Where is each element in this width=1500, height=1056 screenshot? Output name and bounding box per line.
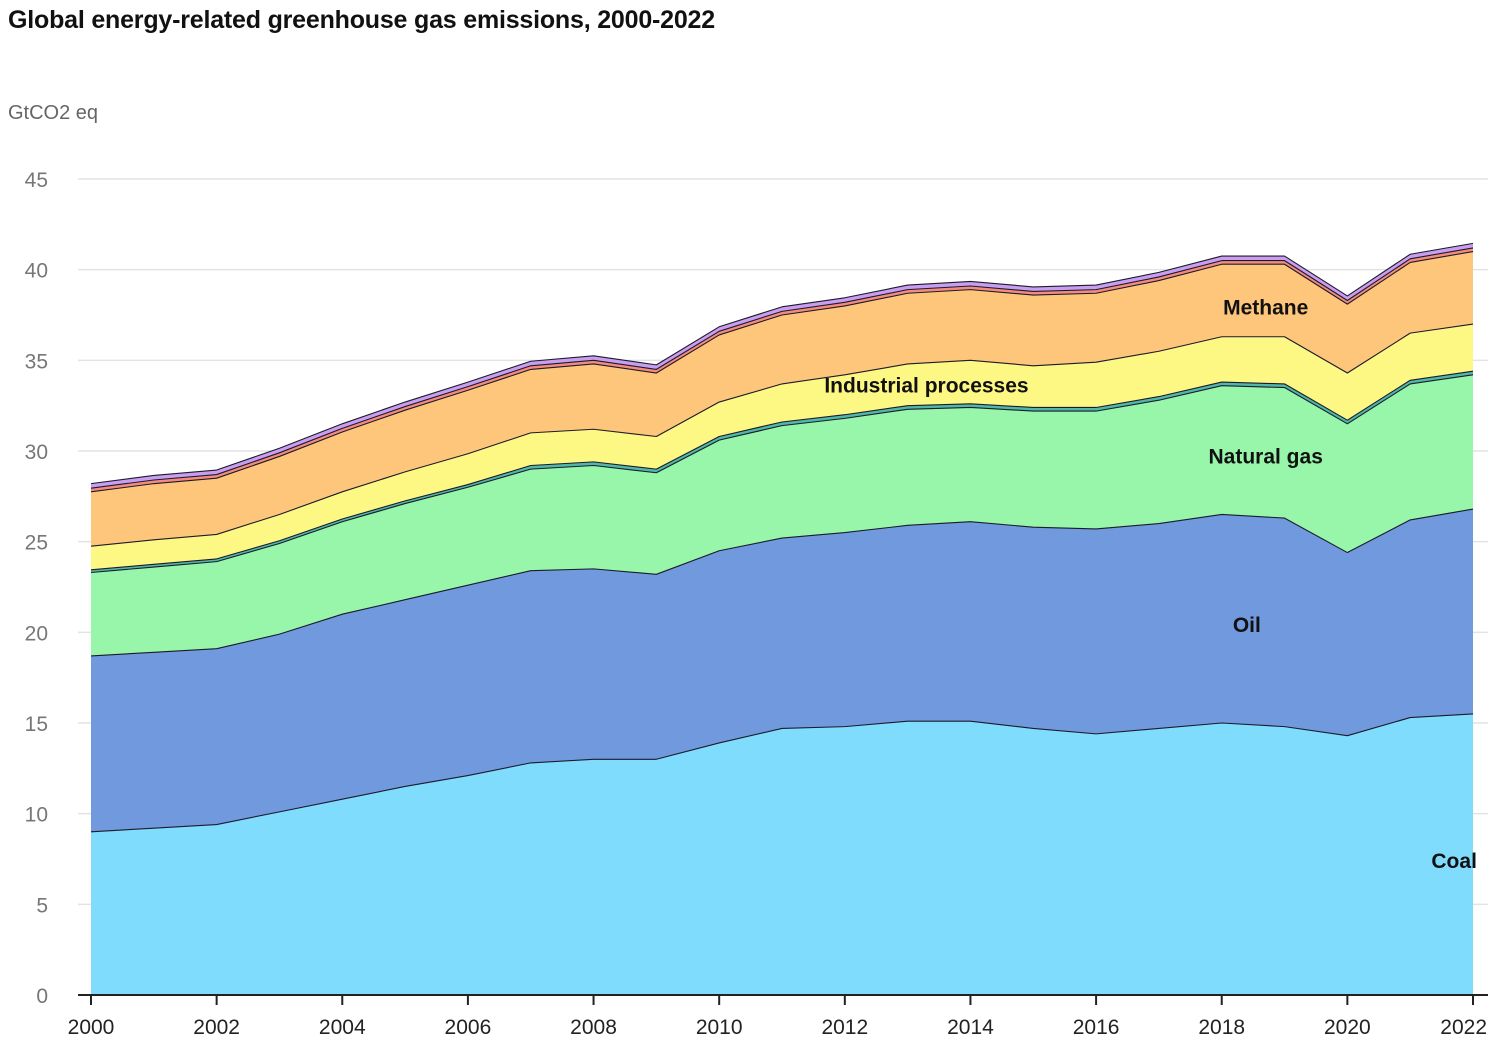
- series-boundary-line: [90, 713, 1474, 833]
- x-tick-label: 2016: [1073, 1016, 1120, 1039]
- x-tick-label: 2000: [68, 1016, 115, 1039]
- x-tick-label: 2010: [696, 1016, 743, 1039]
- series-labels: Coal Oil Natural gas Industrial processes Me…: [824, 297, 1477, 873]
- series-boundary-line: [90, 508, 1474, 657]
- area-oil: [91, 509, 1473, 832]
- x-tick-label: 2006: [445, 1016, 492, 1039]
- y-tick-label: 40: [25, 260, 48, 283]
- series-boundary-line: [90, 323, 1474, 547]
- y-tick-label: 20: [25, 622, 48, 645]
- series-label-industrial-processes: Industrial processes: [824, 375, 1028, 398]
- y-tick-label: 0: [36, 985, 48, 1008]
- series-label-natural-gas: Natural gas: [1209, 445, 1323, 468]
- x-tick-label: 2012: [821, 1016, 868, 1039]
- area-series: [90, 242, 1474, 995]
- series-label-coal: Coal: [1431, 850, 1477, 873]
- area-coal: [91, 713, 1473, 995]
- series-boundary-line: [90, 370, 1474, 571]
- x-tick-label: 2002: [193, 1016, 240, 1039]
- area-methane: [91, 251, 1473, 547]
- chart-title: Global energy-related greenhouse gas emi…: [8, 6, 715, 34]
- series-boundary-line: [90, 242, 1474, 485]
- series-boundary-line: [90, 250, 1474, 493]
- series-boundary-line: [90, 374, 1474, 574]
- y-axis-unit-label: GtCO2 eq: [8, 102, 99, 124]
- x-tick-label: 2004: [319, 1016, 366, 1039]
- y-tick-label: 15: [25, 713, 48, 736]
- axes: 2000 2002 2004 2006 2008 2010 2012 2014 2016 2018…: [68, 994, 1488, 1039]
- x-tick-label: 2018: [1198, 1016, 1245, 1039]
- series-label-methane: Methane: [1223, 297, 1308, 320]
- area-industrial-processes: [91, 324, 1473, 570]
- x-tick-label: 2020: [1324, 1016, 1371, 1039]
- x-tick-label: 2014: [947, 1016, 994, 1039]
- y-tick-label: 45: [25, 169, 48, 192]
- area-natural-gas: [91, 374, 1473, 656]
- series-boundary-line: [90, 247, 1474, 489]
- x-tick-label: 2008: [570, 1016, 617, 1039]
- y-tick-label: 10: [25, 804, 48, 827]
- x-tick-label: 2022: [1440, 1016, 1487, 1039]
- y-tick-label: 35: [25, 350, 48, 373]
- y-tick-label: 5: [36, 894, 48, 917]
- y-tick-label: 30: [25, 441, 48, 464]
- series-label-oil: Oil: [1233, 614, 1261, 637]
- y-tick-label: 25: [25, 532, 48, 555]
